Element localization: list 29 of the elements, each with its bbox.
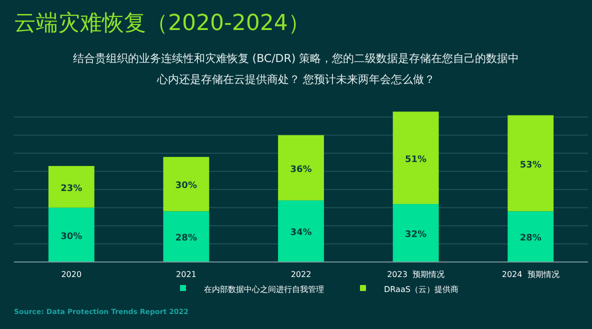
data-label: 28% [520, 234, 542, 244]
x-tick-label: 2024 预期情况 [502, 270, 560, 279]
chart-subtitle: 结合贵组织的业务连续性和灾难恢复 (BC/DR) 策略，您的二级数据是存储在您自己的数据中心内还是存储在云提供商处？ 您预计未来两年会怎么做？ [72, 51, 520, 88]
data-label: 53% [520, 160, 542, 170]
data-label: 23% [60, 184, 82, 194]
legend-label: 在内部数据中心之间进行自我管理 [204, 285, 324, 294]
data-label: 51% [405, 154, 427, 165]
bar [278, 200, 324, 262]
data-label: 36% [290, 164, 312, 175]
bar [508, 115, 554, 212]
chart-title: 云端灾难恢复（2020-2024） [14, 11, 310, 36]
data-label: 34% [290, 228, 312, 238]
x-tick-label: 2021 [176, 270, 196, 279]
data-label: 28% [175, 234, 197, 244]
data-label: 32% [405, 230, 427, 240]
bar [48, 166, 94, 208]
x-tick-label: 2020 [61, 270, 82, 279]
bar [278, 135, 324, 200]
bar [392, 112, 439, 204]
bar [48, 208, 94, 262]
legend-label: DRaaS（云）提供商 [384, 285, 458, 294]
bar [163, 211, 210, 262]
bar [508, 211, 554, 262]
data-label: 30% [60, 232, 82, 242]
x-tick-label: 2022 [290, 270, 312, 279]
bar [163, 156, 210, 212]
data-label: 30% [175, 181, 197, 192]
x-tick-label: 2023 预期情况 [387, 270, 445, 279]
bar [392, 204, 439, 262]
